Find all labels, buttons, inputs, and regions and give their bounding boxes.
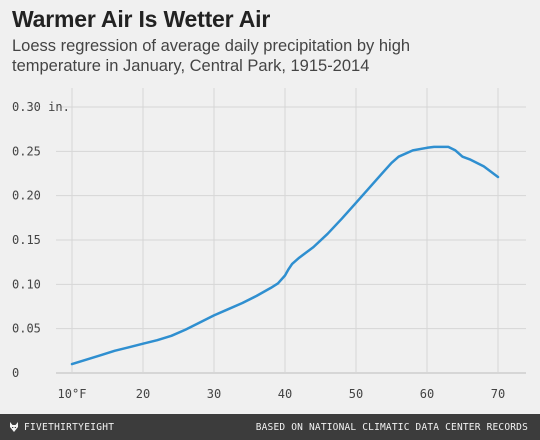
y-tick-label: 0.30 in. [12,100,70,114]
y-tick-label: 0 [12,366,19,380]
brand-name: FIVETHIRTYEIGHT [24,421,115,433]
y-tick-label: 0.05 [12,322,41,336]
brand: FIVETHIRTYEIGHT [9,421,114,433]
chart-plot: 0 0.05 0.10 0.15 0.20 0.25 0.30 in. 10°F 20 30 40 5… [12,88,526,401]
series-layer [70,145,500,366]
grid-layer [56,88,526,374]
x-tick-label: 60 [420,387,434,401]
chart-subtitle: Loess regression of average daily precip… [12,37,411,75]
x-tick-label: 40 [278,387,292,401]
x-tick-label: 20 [136,387,150,401]
x-tick-label: 70 [491,387,505,401]
x-tick-label: 50 [349,387,363,401]
footer-bar: FIVETHIRTYEIGHT BASED ON NATIONAL CLIMAT… [0,414,540,440]
y-tick-label: 0.20 [12,189,41,203]
chart-title: Warmer Air Is Wetter Air [12,6,271,32]
x-tick-label: 30 [207,387,221,401]
source-note: BASED ON NATIONAL CLIMATIC DATA CENTER R… [255,422,528,433]
x-tick-label: 10°F [58,387,87,401]
tick-label-layer: 0 0.05 0.10 0.15 0.20 0.25 0.30 in. 10°F 20 30 40 5… [12,100,505,401]
y-tick-label: 0.10 [12,277,41,291]
y-tick-label: 0.25 [12,144,41,158]
fivethirtyeight-fox-icon [10,422,18,432]
y-tick-label: 0.15 [12,233,41,247]
series-line [70,145,500,366]
